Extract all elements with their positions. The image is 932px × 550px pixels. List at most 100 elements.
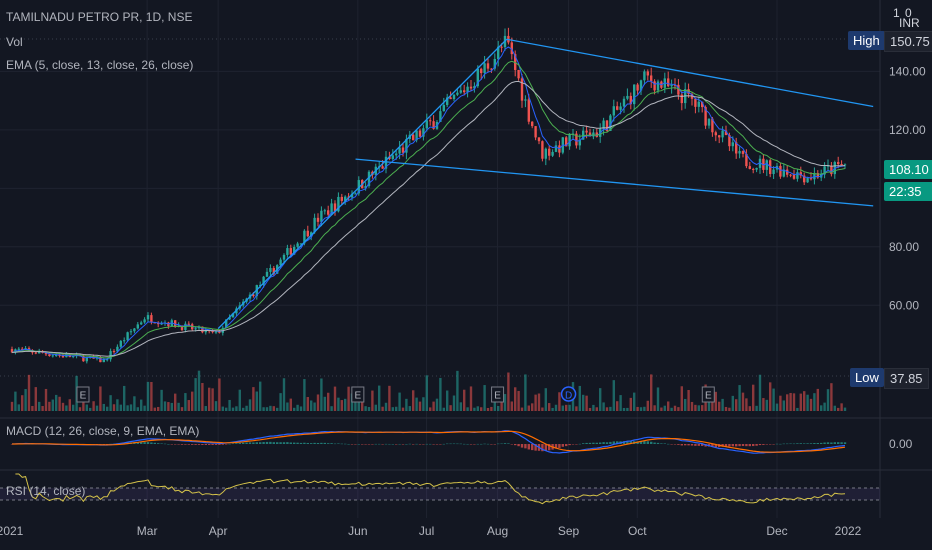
time-tick: 2022 (835, 524, 862, 538)
macd-histogram-bar (201, 444, 204, 445)
volume-bar (826, 389, 830, 411)
volume-bar (252, 387, 255, 411)
macd-histogram-bar (374, 443, 377, 445)
candle-body (354, 193, 357, 195)
time-tick: Apr (209, 524, 228, 538)
volume-bar (89, 407, 92, 411)
currency-label[interactable]: INR (899, 16, 920, 30)
scale-top-zero: 0 (905, 6, 912, 20)
macd-histogram-bar (194, 444, 197, 445)
candle-body (677, 84, 680, 95)
volume-bar (514, 387, 517, 411)
macd-legend[interactable]: MACD (12, 26, close, 9, EMA, EMA) (6, 424, 200, 438)
macd-histogram-bar (340, 443, 343, 445)
macd-histogram-bar (286, 442, 289, 444)
volume-bar (782, 400, 785, 411)
candle-body (718, 135, 721, 138)
volume-bar (429, 407, 432, 411)
macd-histogram-bar (728, 444, 731, 447)
volume-bar (221, 406, 224, 411)
candle-body (524, 99, 527, 101)
macd-histogram-bar (140, 442, 143, 444)
candle-body (289, 248, 292, 255)
macd-histogram-bar (439, 444, 442, 445)
rsi-legend[interactable]: RSI (14, close) (6, 484, 86, 498)
macd-histogram-bar (371, 444, 374, 445)
macd-histogram-bar (391, 443, 394, 445)
candle-body (728, 135, 731, 147)
macd-histogram-bar (786, 443, 789, 445)
volume-bar (235, 406, 238, 411)
volume-bar (136, 407, 139, 411)
macd-histogram-bar (323, 442, 326, 444)
candle-body (514, 54, 517, 70)
candle-body (809, 178, 813, 180)
volume-bar (690, 401, 694, 411)
volume-bar (41, 406, 44, 411)
volume-bar (578, 385, 581, 411)
volume-bar (663, 405, 666, 411)
volume-bar (507, 372, 510, 411)
macd-histogram-bar (609, 441, 612, 444)
volume-bar (541, 407, 544, 411)
macd-histogram-bar (585, 442, 588, 444)
candle-body (310, 232, 313, 237)
macd-histogram-bar (245, 442, 248, 444)
volume-bar (106, 406, 109, 411)
candle-body (745, 153, 748, 167)
trendlines[interactable] (217, 38, 874, 330)
volume-bar (78, 407, 82, 411)
candle-body (174, 320, 177, 328)
trendline (217, 38, 508, 330)
candle-body (480, 68, 483, 74)
candle-body (429, 120, 432, 122)
macd-histogram-bar (592, 442, 595, 444)
candle-body (486, 63, 490, 69)
volume-bar (412, 390, 415, 411)
macd-histogram-bar (520, 444, 524, 448)
volume-bar (772, 388, 775, 411)
volume-bar (721, 398, 724, 411)
macd-histogram-bar (367, 444, 371, 445)
candle-body (123, 340, 126, 342)
ema-legend[interactable]: EMA (5, close, 13, close, 26, close) (6, 58, 194, 72)
candle-body (367, 171, 371, 186)
macd-histogram-bar (442, 443, 445, 445)
volume-bar (582, 394, 585, 411)
candle-body (816, 173, 819, 178)
candle-body (313, 217, 316, 233)
volume-bar (442, 407, 445, 411)
candle-body (605, 120, 609, 131)
volume-bar (286, 402, 289, 411)
volume-bar (415, 397, 418, 411)
volume-bar (374, 404, 377, 411)
candle-body (602, 120, 605, 129)
macd-histogram-bar (616, 441, 619, 444)
volume-bar (174, 393, 177, 411)
event-label: E (80, 391, 87, 402)
event-label: E (705, 391, 712, 402)
candle-body (21, 348, 24, 350)
volume-bar (724, 406, 728, 411)
candle-body (837, 162, 840, 165)
symbol-legend[interactable]: TAMILNADU PETRO PR, 1D, NSE (6, 10, 193, 24)
candle-body (493, 58, 496, 69)
volume-bar (391, 407, 394, 411)
candle-body (51, 355, 54, 357)
candle-body (459, 90, 462, 93)
candle-body (796, 172, 799, 179)
vol-legend[interactable]: Vol (6, 35, 23, 49)
volume-bar (44, 388, 48, 411)
candle-body (388, 156, 391, 159)
candle-body (667, 78, 670, 87)
volume-bar (381, 406, 384, 411)
candle-body (306, 230, 309, 237)
volume-bar (340, 400, 343, 411)
candle-body (840, 164, 843, 166)
volume-bar (816, 388, 819, 411)
volume-bar (126, 405, 129, 411)
volume-bar (602, 402, 605, 411)
